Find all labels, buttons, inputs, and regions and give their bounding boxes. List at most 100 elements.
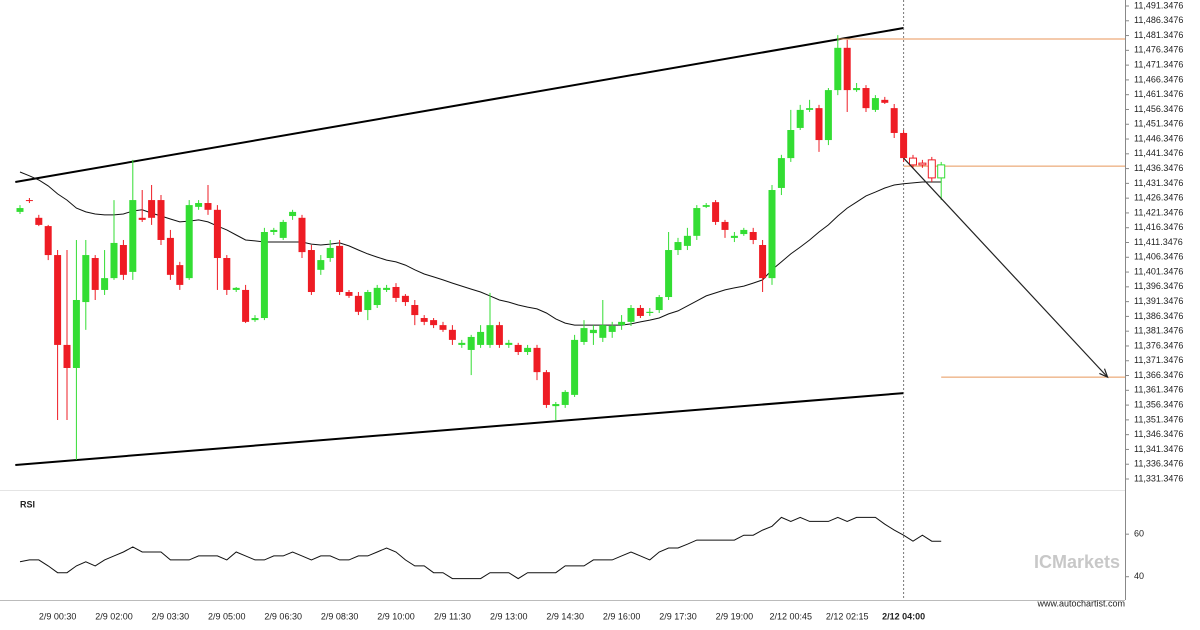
candle-body bbox=[740, 229, 748, 235]
candle-body bbox=[655, 297, 663, 311]
y-tick-label: 11,351.3476 bbox=[1134, 414, 1183, 424]
candle-body bbox=[260, 231, 268, 319]
candle-body bbox=[129, 200, 137, 272]
candle-body bbox=[524, 347, 532, 353]
y-tick-label: 11,371.3476 bbox=[1134, 355, 1183, 365]
candle-body bbox=[383, 287, 391, 290]
candle-body bbox=[618, 321, 626, 326]
candle-body bbox=[336, 245, 344, 293]
y-tick-label: 11,366.3476 bbox=[1134, 370, 1183, 380]
x-tick-label: 2/9 19:00 bbox=[716, 611, 754, 621]
candle-body bbox=[392, 286, 400, 298]
candle-body bbox=[439, 325, 447, 330]
y-tick-label: 11,491.3476 bbox=[1134, 0, 1183, 10]
candle-body bbox=[232, 287, 240, 290]
y-tick-label: 11,411.3476 bbox=[1134, 237, 1183, 247]
candle-body bbox=[918, 162, 927, 166]
candle-body bbox=[599, 325, 607, 338]
y-tick-label: 11,341.3476 bbox=[1134, 444, 1183, 454]
y-tick-label: 11,481.3476 bbox=[1134, 30, 1183, 40]
candle-body bbox=[364, 292, 372, 311]
candle-body bbox=[843, 47, 851, 91]
forecast-arrow bbox=[903, 157, 1109, 378]
y-tick-label: 11,441.3476 bbox=[1134, 148, 1183, 158]
x-tick-label: 2/12 00:45 bbox=[770, 611, 813, 621]
candle-body bbox=[712, 202, 720, 222]
candle-body bbox=[890, 108, 898, 133]
candle-body bbox=[44, 226, 52, 256]
x-tick-label: 2/9 10:00 bbox=[377, 611, 415, 621]
candle-body bbox=[82, 255, 90, 303]
y-tick-label: 11,376.3476 bbox=[1134, 340, 1183, 350]
channel-line bbox=[15, 392, 904, 466]
candle-body bbox=[683, 235, 691, 246]
candle-body bbox=[16, 208, 24, 212]
moving-average bbox=[19, 171, 942, 326]
candle-body bbox=[580, 328, 588, 342]
y-tick-label: 11,476.3476 bbox=[1134, 45, 1183, 55]
candle-body bbox=[204, 203, 212, 210]
candle-body bbox=[796, 109, 804, 128]
x-tick-label: 2/9 14:30 bbox=[546, 611, 584, 621]
candle-body bbox=[665, 250, 673, 298]
y-tick-label: 11,336.3476 bbox=[1134, 459, 1183, 469]
candle-body bbox=[54, 255, 62, 345]
candle-body bbox=[909, 157, 917, 166]
y-tick-label: 11,446.3476 bbox=[1134, 133, 1183, 143]
y-tick-label: 11,361.3476 bbox=[1134, 385, 1183, 395]
candle-body bbox=[495, 325, 503, 345]
channel-line bbox=[15, 27, 904, 184]
candle-body bbox=[176, 265, 184, 285]
candle-body bbox=[627, 307, 635, 322]
candle-body bbox=[589, 329, 597, 334]
x-tick-label: 2/9 03:30 bbox=[152, 611, 190, 621]
candle-body bbox=[900, 132, 908, 159]
y-tick-label: 11,356.3476 bbox=[1134, 399, 1183, 409]
candle-body bbox=[881, 99, 889, 103]
candle-body bbox=[185, 205, 193, 279]
candle-body bbox=[834, 47, 842, 91]
candle-body bbox=[646, 311, 654, 313]
y-tick-label: 11,471.3476 bbox=[1134, 60, 1183, 70]
candle-body bbox=[824, 90, 832, 141]
candle-body bbox=[486, 325, 494, 345]
candle-body bbox=[514, 344, 522, 353]
candle-body bbox=[157, 200, 165, 240]
candle-body bbox=[148, 200, 156, 218]
y-tick-label: 11,331.3476 bbox=[1134, 473, 1183, 483]
x-tick-label: 2/9 17:30 bbox=[659, 611, 697, 621]
x-tick-label: 2/9 06:30 bbox=[264, 611, 302, 621]
candle-body bbox=[571, 339, 579, 395]
candle-body bbox=[448, 329, 456, 340]
candle-body bbox=[815, 108, 823, 141]
candle-body bbox=[533, 347, 541, 373]
x-tick-label: 2/9 02:00 bbox=[95, 611, 133, 621]
watermark: ICMarkets bbox=[1034, 552, 1120, 572]
candle-body bbox=[25, 200, 33, 202]
x-tick-label: 2/9 08:30 bbox=[321, 611, 359, 621]
candle-body bbox=[110, 242, 118, 279]
candle-body bbox=[871, 98, 879, 110]
y-tick-label: 11,426.3476 bbox=[1134, 193, 1183, 203]
candle-body bbox=[542, 372, 550, 405]
y-tick-label: 11,451.3476 bbox=[1134, 119, 1183, 129]
candle-body bbox=[289, 211, 297, 217]
candle-body bbox=[937, 164, 946, 179]
candle-body bbox=[430, 320, 438, 326]
y-tick-label: 11,346.3476 bbox=[1134, 429, 1183, 439]
candle-body bbox=[768, 190, 776, 279]
candle-body bbox=[477, 331, 485, 345]
candle-body bbox=[354, 295, 362, 312]
candle-body bbox=[608, 326, 616, 332]
candle-body bbox=[927, 159, 936, 179]
candle-body bbox=[458, 342, 466, 345]
x-tick-label: 2/9 11:30 bbox=[434, 611, 471, 621]
y-tick-label: 60 bbox=[1134, 529, 1144, 539]
y-tick-label: 11,456.3476 bbox=[1134, 104, 1183, 114]
candle-body bbox=[213, 209, 221, 259]
candle-body bbox=[345, 292, 353, 296]
candle-body bbox=[636, 307, 644, 316]
y-tick-label: 40 bbox=[1134, 571, 1144, 581]
